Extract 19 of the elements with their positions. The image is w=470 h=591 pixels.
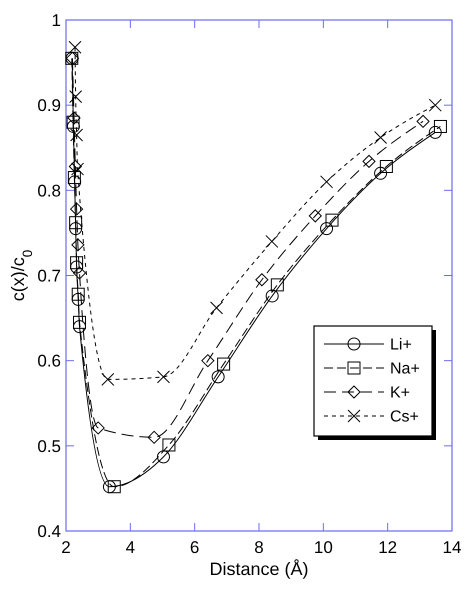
legend-label: Li+: [390, 336, 412, 354]
x-tick-label: 8: [254, 538, 264, 557]
x-tick-label: 14: [442, 538, 462, 557]
y-tick-label: 0.9: [37, 96, 61, 116]
legend-label: Cs+: [390, 408, 419, 426]
y-tick-label: 1: [52, 10, 61, 30]
y-tick-label: 0.5: [37, 436, 61, 456]
x-axis-title: Distance (Å): [209, 559, 309, 579]
x-tick-label: 6: [190, 538, 200, 557]
x-tick-label: 2: [61, 538, 71, 557]
y-tick-label: 0.8: [37, 181, 61, 200]
x-tick-label: 10: [314, 538, 333, 557]
legend-label: K+: [390, 384, 410, 402]
y-tick-label: 0.6: [37, 352, 61, 371]
x-tick-label: 4: [126, 538, 136, 557]
y-tick-label: 0.4: [37, 522, 61, 541]
x-tick-label: 12: [378, 538, 398, 557]
legend-label: Na+: [390, 360, 420, 378]
y-tick-label: 0.7: [37, 266, 61, 286]
